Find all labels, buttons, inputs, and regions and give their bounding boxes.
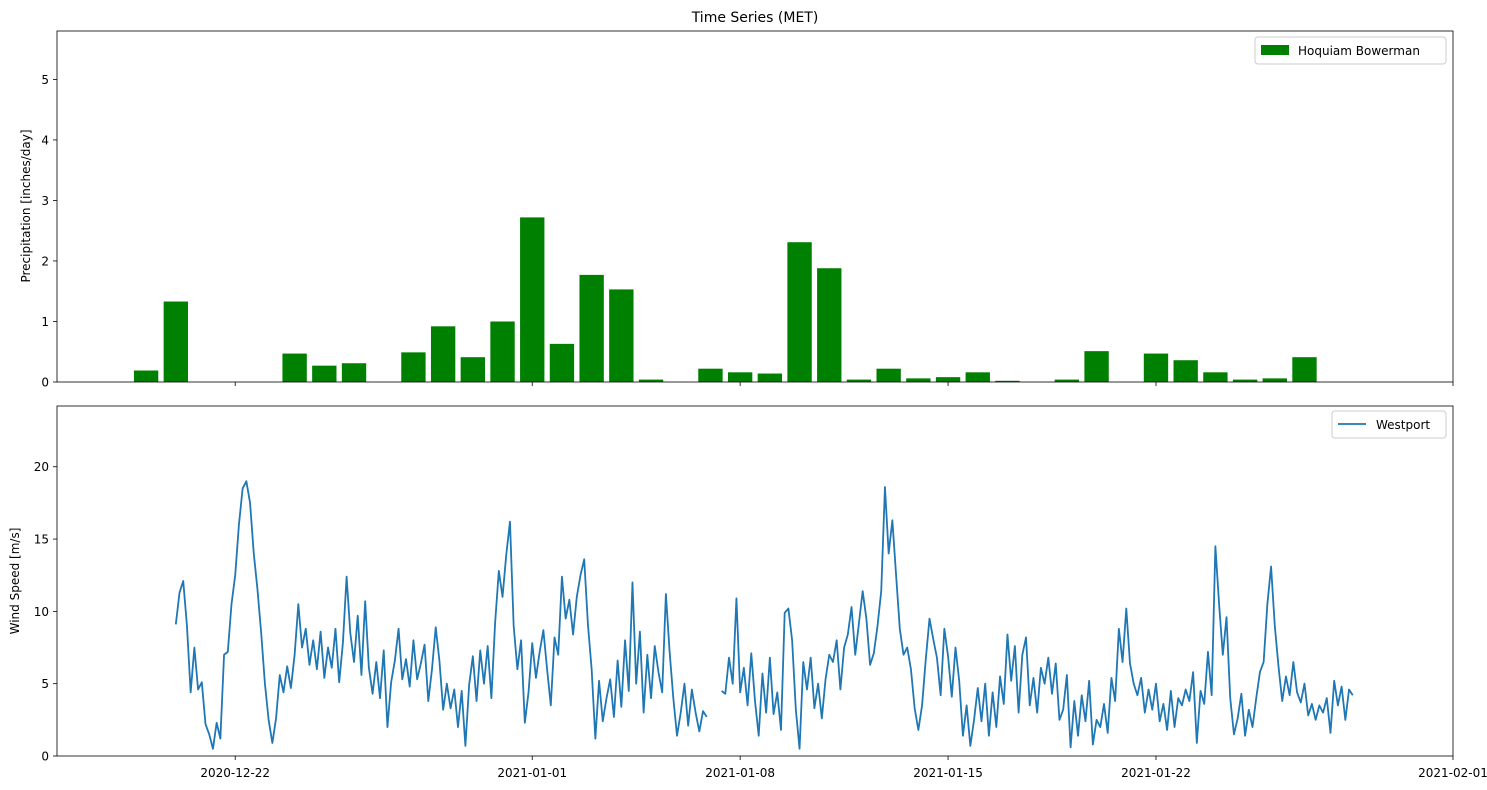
precip-bar <box>133 370 159 382</box>
x-tick-label: 2021-01-01 <box>497 766 567 780</box>
y-tick-label: 20 <box>34 460 49 474</box>
y-tick-label: 5 <box>41 677 49 691</box>
wind-line-group <box>174 480 1354 750</box>
precip-bar <box>698 368 723 382</box>
precip-bar <box>282 353 307 382</box>
precip-bar <box>1173 360 1198 382</box>
precip-bar <box>163 301 188 382</box>
x-tick-label: 2021-01-15 <box>913 766 983 780</box>
x-tick-label: 2021-01-08 <box>705 766 775 780</box>
wind-speed-line <box>174 480 1354 750</box>
precip-bar <box>846 379 872 382</box>
precip-bar <box>935 377 961 382</box>
precip-bar <box>1292 357 1317 382</box>
precip-bar <box>1143 353 1169 382</box>
y-tick-label: 0 <box>41 750 49 764</box>
precip-bar <box>1232 379 1258 382</box>
wind-legend: Westport <box>1331 410 1447 439</box>
wind-y-axis: 0 5 10 15 20 <box>34 460 57 764</box>
precip-bar <box>1203 372 1228 382</box>
precip-bar <box>817 268 842 382</box>
legend-label-westport: Westport <box>1376 418 1430 432</box>
precipitation-axes-frame <box>56 30 1454 383</box>
precipitation-panel: 0 1 2 3 4 5 Precipitation [inches/day] Hoquia… <box>19 30 1454 390</box>
legend-box <box>1254 36 1447 65</box>
precip-bar <box>549 343 575 382</box>
precipitation-y-label: Precipitation [inches/day] <box>19 129 33 282</box>
precip-bar <box>1084 351 1109 382</box>
precip-bar <box>401 352 426 382</box>
precip-bar <box>341 363 367 382</box>
chart-title: Time Series (MET) <box>691 10 819 26</box>
precip-bar <box>757 373 783 382</box>
y-tick-label: 5 <box>41 73 49 87</box>
legend-box <box>1331 410 1447 439</box>
wind-axes-frame <box>56 405 1454 757</box>
precip-bar <box>430 326 456 382</box>
y-tick-label: 1 <box>41 315 49 329</box>
precip-bar <box>460 357 486 382</box>
precipitation-bars <box>133 217 1317 382</box>
precip-bar <box>1262 378 1287 382</box>
precip-bar <box>876 368 901 382</box>
wind-y-label: Wind Speed [m/s] <box>8 528 22 635</box>
y-tick-label: 2 <box>41 254 49 268</box>
precip-bar <box>638 379 664 382</box>
x-tick-label: 2020-12-22 <box>200 766 270 780</box>
precip-bar <box>579 274 604 382</box>
precip-bar <box>609 289 634 382</box>
precip-bar <box>312 365 337 382</box>
y-tick-label: 4 <box>41 133 49 147</box>
precipitation-y-axis: 0 1 2 3 4 5 <box>41 73 57 390</box>
y-tick-label: 0 <box>41 376 49 390</box>
precipitation-x-ticks <box>234 382 1454 386</box>
y-tick-label: 10 <box>34 605 49 619</box>
y-tick-label: 3 <box>41 194 49 208</box>
precip-bar <box>520 217 545 382</box>
precip-bar <box>965 372 990 382</box>
precip-bar <box>906 378 931 382</box>
precip-bar <box>490 321 515 382</box>
precip-bar <box>1054 379 1080 382</box>
legend-swatch-green <box>1261 45 1289 55</box>
precip-bar <box>995 380 1020 382</box>
precip-bar <box>787 242 812 382</box>
precip-bar <box>727 372 753 382</box>
x-tick-label: 2021-01-22 <box>1121 766 1191 780</box>
legend-label-hoquiam: Hoquiam Bowerman <box>1298 44 1420 58</box>
x-tick-label: 2021-02-01 <box>1418 766 1487 780</box>
y-tick-label: 15 <box>34 533 49 547</box>
wind-x-axis: 2020-12-22 2021-01-01 2021-01-08 2021-01-15… <box>200 756 1487 780</box>
precipitation-legend: Hoquiam Bowerman <box>1254 36 1447 65</box>
